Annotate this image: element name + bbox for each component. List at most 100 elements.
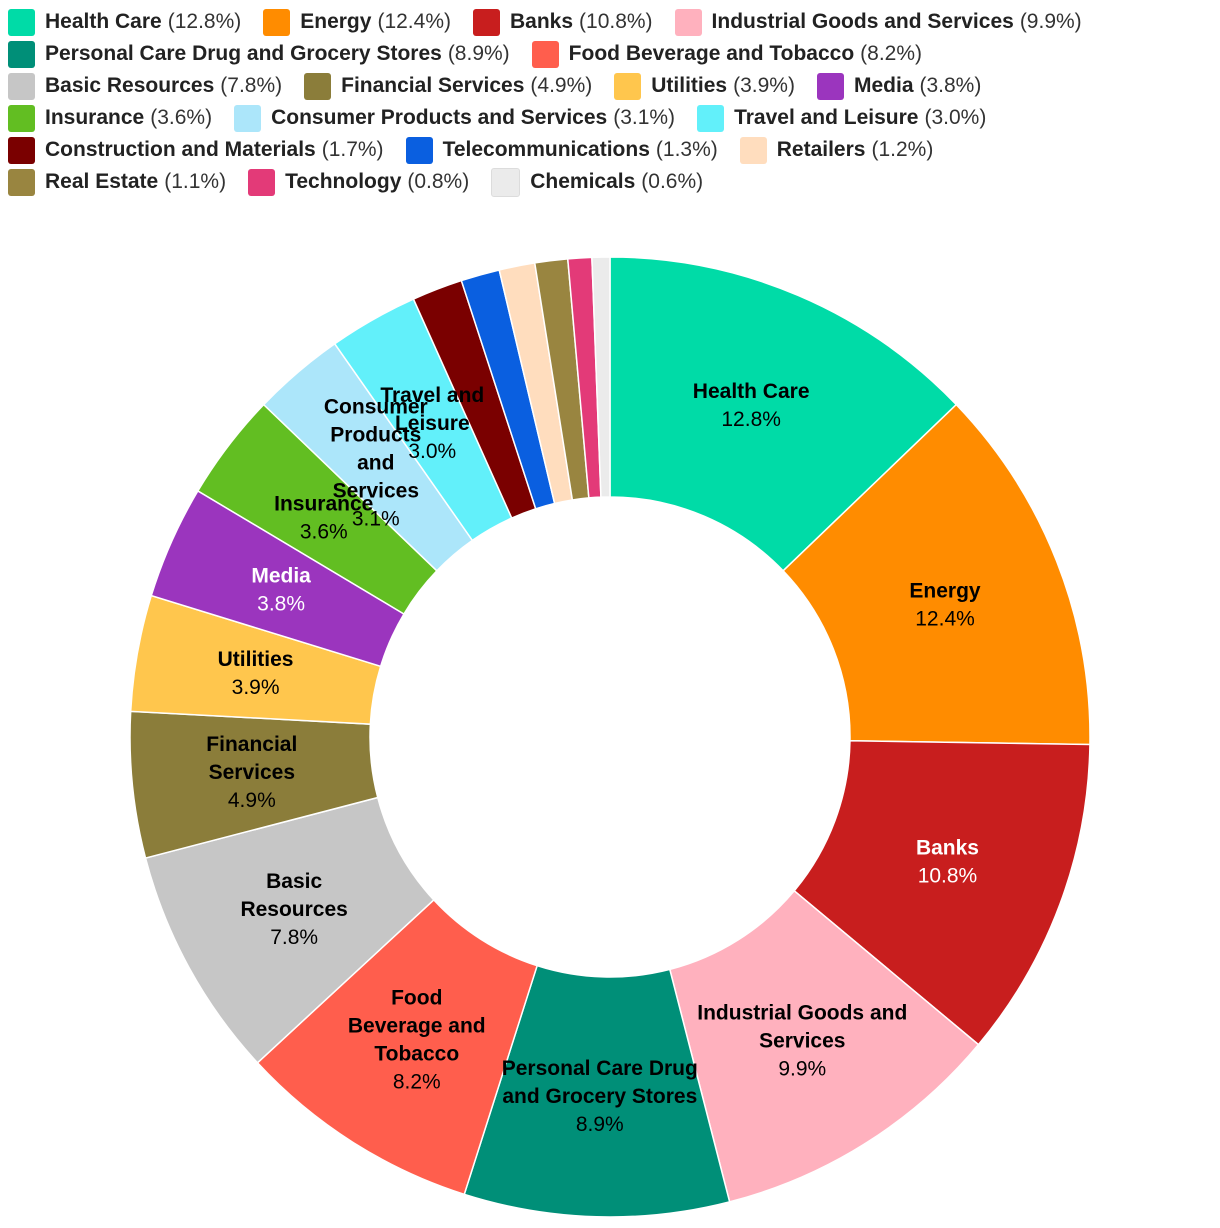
legend-item-basic-resources[interactable]: Basic Resources (7.8%): [8, 72, 283, 100]
legend-item-health-care[interactable]: Health Care (12.8%): [8, 8, 242, 36]
slice-label-personal-care-drug-and-grocery-stores: Personal Care Drug and Grocery Stores 8.9%: [502, 1056, 698, 1135]
legend-percent: (10.8%): [579, 10, 653, 33]
legend-swatch: [491, 167, 521, 197]
legend-label: Basic Resources: [45, 74, 215, 97]
slice-label-consumer-products-and-services: Consumer Products and Services 3.1%: [324, 395, 428, 530]
legend-label: Chemicals: [530, 170, 636, 193]
legend-percent: (3.6%): [150, 106, 213, 129]
legend-swatch: [674, 8, 702, 36]
legend-item-utilities[interactable]: Utilities (3.9%): [614, 72, 795, 100]
legend-item-energy[interactable]: Energy (12.4%): [263, 8, 451, 36]
legend-label: Telecommunications: [442, 138, 650, 161]
legend-row: Insurance (3.6%) Consumer Products and Ser…: [8, 102, 1208, 134]
legend-row: Basic Resources (7.8%) Financial Services(…: [8, 70, 1208, 102]
legend-percent: (8.9%): [447, 42, 510, 65]
legend-label: Technology: [285, 170, 402, 193]
legend-swatch: [304, 72, 332, 100]
legend-swatch: [405, 136, 433, 164]
legend-swatch: [472, 8, 500, 36]
legend-swatch: [8, 72, 35, 100]
slice-health-care[interactable]: [609, 256, 958, 572]
legend-percent: (1.1%): [164, 170, 227, 193]
legend-percent: (12.4%): [377, 10, 451, 33]
legend-label: Construction and Materials: [45, 138, 316, 161]
legend-item-banks[interactable]: Banks (10.8%): [472, 8, 653, 36]
legend-item-food-beverage-and-tobacco[interactable]: Food Beverage and Tobacco (8.2%): [531, 40, 923, 68]
legend-swatch: [263, 8, 291, 36]
legend-percent: (1.3%): [655, 138, 718, 161]
legend-swatch: [248, 168, 276, 196]
legend-swatch: [8, 8, 35, 36]
legend-item-chemicals[interactable]: Chemicals (0.6%): [491, 167, 703, 197]
legend-swatch: [8, 104, 35, 132]
legend-item-consumer-products-and-services[interactable]: Consumer Products and Services (3.1%): [234, 104, 676, 132]
legend-percent: (8.2%): [860, 42, 923, 65]
slice-label-energy: Energy 12.4%: [909, 579, 981, 630]
slice-banks[interactable]: [793, 740, 1091, 1046]
legend-swatch: [739, 136, 767, 164]
legend-percent: (1.7%): [321, 138, 384, 161]
legend-swatch: [8, 168, 35, 196]
slice-label-food-beverage-and-tobacco: Food Beverage and Tobacco 8.2%: [348, 986, 486, 1093]
slice-label-banks: Banks 10.8%: [916, 836, 979, 887]
legend-label: Utilities: [651, 74, 728, 97]
legend-label: Health Care: [45, 10, 162, 33]
slice-label-health-care: Health Care 12.8%: [693, 379, 810, 430]
legend-percent: (7.8%): [220, 74, 283, 97]
legend-label: Energy: [300, 10, 372, 33]
legend-item-travel-and-leisure[interactable]: Travel and Leisure (3.0%): [697, 104, 987, 132]
legend-label: Real Estate: [45, 170, 159, 193]
slice-label-basic-resources: Basic Resources 7.8%: [240, 869, 347, 948]
legend-item-personal-care-drug-and-grocery-stores[interactable]: Personal Care Drug and Grocery Stores (8.…: [8, 40, 510, 68]
legend-item-insurance[interactable]: Insurance (3.6%): [8, 104, 213, 132]
legend-label: Travel and Leisure: [734, 106, 919, 129]
legend-swatch: [614, 72, 642, 100]
legend-swatch: [8, 136, 35, 164]
legend-percent: (3.0%): [924, 106, 987, 129]
slice-label-utilities: Utilities 3.9%: [218, 647, 294, 698]
legend-label: Consumer Products and Services: [271, 106, 608, 129]
slice-label-group: Health Care 12.8% Energy 12.4% Banks 10.8% Ind…: [206, 379, 981, 1135]
legend-row: Real Estate (1.1%) Technology (0.8%) Chemica…: [8, 166, 1208, 198]
legend-row: Health Care (12.8%) Energy (12.4%) Banks (10.…: [8, 6, 1208, 38]
legend-item-construction-and-materials[interactable]: Construction and Materials (1.7%): [8, 136, 384, 164]
slice-industrial-goods-and-services[interactable]: [668, 889, 980, 1203]
legend-label: Personal Care Drug and Grocery Stores: [45, 42, 442, 65]
legend-swatch: [697, 104, 725, 132]
legend-percent: (3.9%): [733, 74, 795, 97]
legend-percent: (0.8%): [407, 170, 470, 193]
legend-percent: (4.9%): [530, 74, 593, 97]
legend-percent: (3.1%): [613, 106, 676, 129]
legend-row: Construction and Materials (1.7%) Telecomm…: [8, 134, 1208, 166]
slice-label-financial-services: Financial Services 4.9%: [206, 733, 297, 812]
legend-label: Retailers: [776, 138, 866, 161]
slice-label-travel-and-leisure: Travel and Leisure 3.0%: [380, 383, 484, 462]
chart-legend: Health Care (12.8%) Energy (12.4%) Banks (10.…: [8, 6, 1208, 198]
legend-item-telecommunications[interactable]: Telecommunications (1.3%): [405, 136, 718, 164]
legend-label: Food Beverage and Tobacco: [568, 42, 855, 65]
legend-label: Industrial Goods and Services: [711, 10, 1014, 33]
slice-label-media: Media 3.8%: [251, 564, 311, 615]
legend-item-real-estate[interactable]: Real Estate (1.1%): [8, 168, 227, 196]
slice-chemicals[interactable]: [591, 256, 611, 498]
legend-percent: (1.2%): [871, 138, 934, 161]
legend-percent: (3.8%): [919, 74, 982, 97]
slice-group: [129, 256, 1091, 1218]
legend-item-financial-services[interactable]: Financial Services (4.9%): [304, 72, 593, 100]
legend-swatch: [234, 104, 262, 132]
legend-percent: (12.8%): [167, 10, 242, 33]
legend-label: Financial Services: [341, 74, 525, 97]
legend-item-media[interactable]: Media (3.8%): [816, 72, 982, 100]
legend-label: Media: [853, 74, 914, 97]
legend-item-industrial-goods-and-services[interactable]: Industrial Goods and Services (9.9%): [674, 8, 1082, 36]
legend-item-technology[interactable]: Technology (0.8%): [248, 168, 470, 196]
slice-label-industrial-goods-and-services: Industrial Goods and Services 9.9%: [697, 1001, 907, 1080]
legend-swatch: [531, 40, 559, 68]
legend-label: Insurance: [45, 106, 145, 129]
slice-energy[interactable]: [782, 403, 1091, 746]
legend-row: Personal Care Drug and Grocery Stores (8.…: [8, 38, 1208, 70]
slice-label-insurance: Insurance 3.6%: [274, 492, 373, 543]
legend-item-retailers[interactable]: Retailers (1.2%): [739, 136, 934, 164]
legend-percent: (9.9%): [1019, 10, 1082, 33]
